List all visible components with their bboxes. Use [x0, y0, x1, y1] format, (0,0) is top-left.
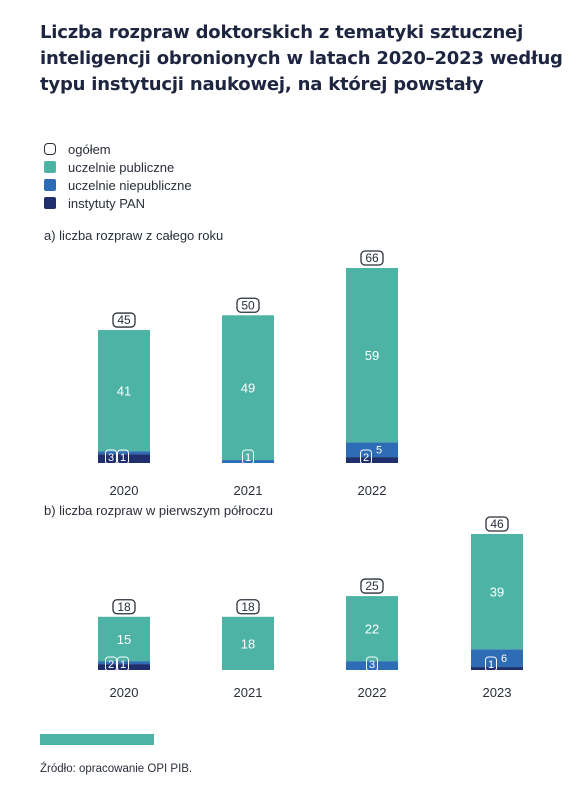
legend-swatch-private	[44, 179, 56, 191]
legend-item-total: ogółem	[44, 140, 192, 158]
legend-swatch-pan	[44, 197, 56, 209]
legend-item-private: uczelnie niepubliczne	[44, 176, 192, 194]
bar-2022: 22 3 25 2022	[346, 578, 398, 700]
value-label-public-2022: 22	[365, 622, 379, 637]
bar-2021: 18 18 2021	[222, 599, 274, 700]
total-box-2023	[485, 516, 509, 532]
bar-segment-public-2023	[471, 534, 523, 650]
value-label-private-2020: 1	[120, 659, 126, 671]
category-label-2021: 2021	[234, 483, 263, 498]
bar-segment-private-2020	[98, 661, 150, 665]
legend-label-total: ogółem	[68, 141, 111, 157]
value-label-private-2021: 1	[245, 452, 251, 464]
total-box-2020	[112, 312, 136, 328]
value-box-private-2022	[366, 656, 378, 672]
legend: ogółem uczelnie publiczne uczelnie niepu…	[44, 140, 192, 212]
bar-segment-private-2021	[222, 460, 274, 463]
total-label-2022: 66	[365, 251, 379, 265]
category-label-2020: 2020	[110, 685, 139, 700]
total-box-2022	[360, 578, 384, 594]
bar-segment-private-2020	[98, 451, 150, 455]
bar-segment-public-2022	[346, 596, 398, 662]
panel-a-title: a) liczba rozpraw z całego roku	[44, 228, 224, 243]
bar-2022: 59 25 66 2022	[346, 250, 398, 498]
value-label-private-2020: 1	[120, 452, 126, 464]
legend-swatch-total	[44, 143, 56, 155]
total-label-2020: 18	[117, 600, 131, 614]
value-label-private-2022: 5	[376, 445, 382, 457]
value-label-pan-2020: 2	[108, 659, 114, 671]
legend-swatch-public	[44, 161, 56, 173]
bar-segment-public-2021	[222, 315, 274, 461]
bar-2023: 39 1 6 46 2023	[471, 516, 523, 700]
total-label-2022: 25	[365, 579, 379, 593]
footer-accent-bar	[40, 734, 154, 745]
bar-2020: 152 1 18 2020	[98, 599, 150, 700]
value-label-public-2023: 39	[490, 585, 504, 600]
total-label-2021: 50	[241, 298, 255, 312]
bar-segment-pan-2020	[98, 664, 150, 670]
value-box-pan-2020	[105, 449, 117, 465]
value-label-public-2020: 41	[117, 384, 131, 399]
legend-item-public: uczelnie publiczne	[44, 158, 192, 176]
legend-label-public: uczelnie publiczne	[68, 159, 175, 175]
chart-title: Liczba rozpraw doktorskich z tematyki sz…	[40, 22, 563, 95]
total-label-2023: 46	[490, 517, 504, 531]
panel-b-title: b) liczba rozpraw w pierwszym półroczu	[44, 503, 274, 518]
bar-segment-private-2022	[346, 661, 398, 670]
total-label-2021: 18	[241, 600, 255, 614]
source-note: Źródło: opracowanie OPI PIB.	[40, 763, 193, 775]
bar-segment-private-2023	[471, 649, 523, 668]
category-label-2020: 2020	[110, 483, 139, 498]
bar-segment-pan-2020	[98, 454, 150, 463]
total-box-2021	[236, 599, 260, 615]
bar-segment-pan-2023	[471, 667, 523, 670]
value-label-public-2021: 49	[241, 381, 255, 396]
value-label-public-2021: 18	[241, 636, 255, 651]
value-label-public-2020: 15	[117, 632, 131, 647]
total-box-2020	[112, 599, 136, 615]
bar-2021: 49 1 50 2021	[222, 297, 274, 498]
legend-item-pan: instytuty PAN	[44, 194, 192, 212]
value-box-pan-2023	[485, 656, 497, 672]
bar-segment-public-2020	[98, 330, 150, 452]
total-box-2022	[360, 250, 384, 266]
total-box-2021	[236, 297, 260, 313]
bar-segment-public-2021	[222, 616, 274, 670]
value-box-private-2020	[117, 656, 129, 672]
bar-2020: 41 3 1 45 2020	[98, 312, 150, 498]
legend-label-private: uczelnie niepubliczne	[68, 177, 192, 193]
value-box-pan-2022	[360, 449, 372, 465]
category-label-2022: 2022	[358, 685, 387, 700]
value-label-pan-2020: 3	[108, 452, 114, 464]
value-label-pan-2023: 1	[488, 659, 494, 671]
value-box-private-2021	[242, 449, 254, 465]
value-label-private-2023: 6	[501, 653, 507, 665]
total-label-2020: 45	[117, 313, 131, 327]
category-label-2022: 2022	[358, 483, 387, 498]
value-label-pan-2022: 2	[363, 452, 369, 464]
category-label-2021: 2021	[234, 685, 263, 700]
value-box-private-2020	[117, 449, 129, 465]
category-label-2023: 2023	[483, 685, 512, 700]
value-label-public-2022: 59	[365, 348, 379, 363]
bar-segment-public-2020	[98, 616, 150, 662]
legend-label-pan: instytuty PAN	[68, 195, 146, 211]
bar-segment-private-2022	[346, 442, 398, 458]
value-label-private-2022: 3	[369, 659, 375, 671]
value-box-pan-2020	[105, 656, 117, 672]
bar-segment-public-2022	[346, 268, 398, 443]
